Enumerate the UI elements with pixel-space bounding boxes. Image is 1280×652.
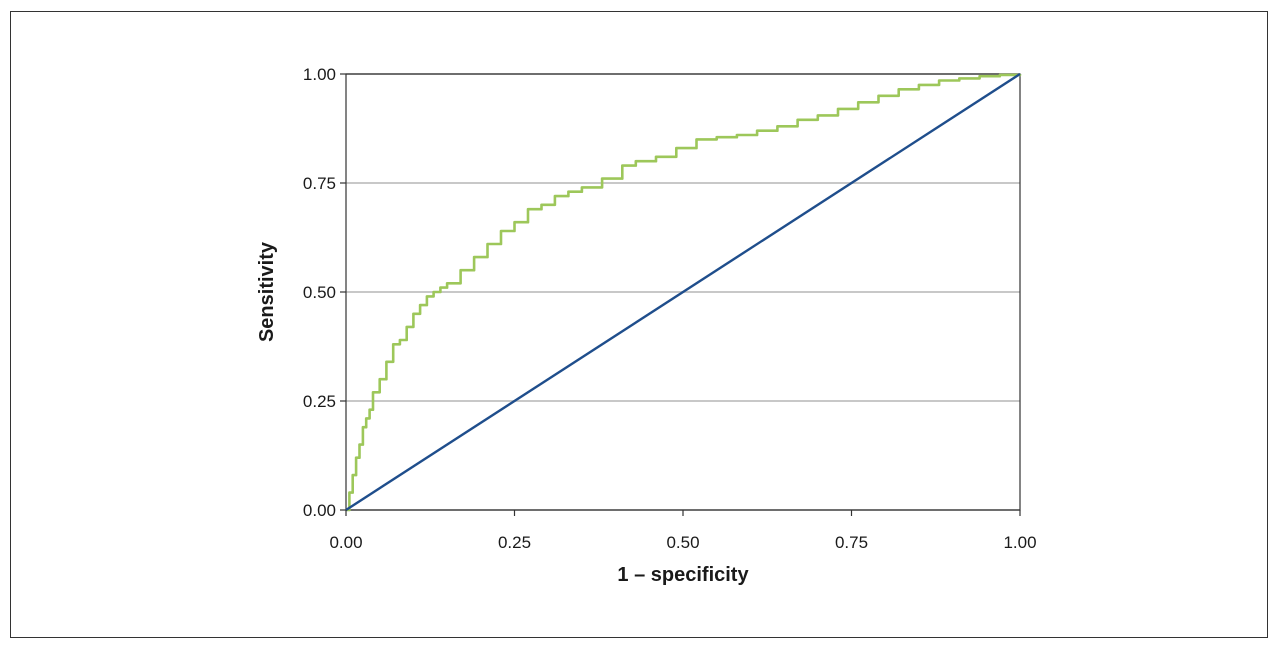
y-tick-label-0: 0.00	[303, 501, 336, 520]
x-axis-title: 1 – specificity	[617, 564, 749, 586]
figure-frame	[10, 11, 1268, 638]
series-layer	[345, 72, 1022, 512]
axis-ticks: 0.00 0.25 0.50 0.75 1.00 0.00 0.25 0.50 0.75 1.00	[303, 65, 1037, 552]
y-tick-label-4: 1.00	[303, 65, 336, 84]
x-tick-label-2: 0.50	[666, 533, 699, 552]
roc-curve-line	[346, 73, 1022, 512]
x-tick-label-4: 1.00	[1003, 533, 1036, 552]
y-tick-label-1: 0.25	[303, 392, 336, 411]
x-tick-label-3: 0.75	[835, 533, 868, 552]
y-tick-label-2: 0.50	[303, 283, 336, 302]
x-tick-label-0: 0.00	[329, 533, 362, 552]
y-tick-label-3: 0.75	[303, 174, 336, 193]
reference-diagonal-line	[345, 72, 1021, 512]
x-tick-label-1: 0.25	[498, 533, 531, 552]
y-axis-title: Sensitivity	[256, 241, 278, 342]
